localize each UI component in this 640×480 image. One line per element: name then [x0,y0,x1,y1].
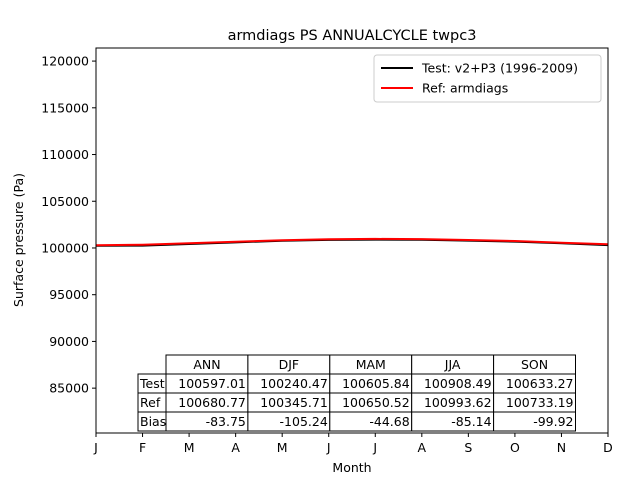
x-tick-label: J [93,440,98,455]
y-axis-label: Surface pressure (Pa) [11,173,26,307]
series-line-ref [96,237,608,247]
table-cell-value: -83.75 [206,414,246,429]
table-header-label: JJA [444,357,461,372]
x-tick-label: J [372,440,377,455]
series-layer [96,237,608,247]
y-tick-label: 115000 [41,100,89,115]
legend: Test: v2+P3 (1996-2009) Ref: armdiags [373,54,602,103]
table-cell-value: 100650.52 [342,395,410,410]
table-cell-value: 100345.71 [260,395,328,410]
chart-title: armdiags PS ANNUALCYCLE twpc3 [228,28,477,44]
y-tick-label: 105000 [41,194,89,209]
table-row-label: Bias [140,414,166,429]
x-tick-label: J [326,440,331,455]
table-header-label: DJF [279,357,300,372]
series-line-test [96,238,608,247]
legend-label: Test: v2+P3 (1996-2009) [421,61,578,76]
y-tick-label: 100000 [41,240,89,255]
x-axis-label: Month [332,460,371,475]
x-tick-label: N [557,440,566,455]
table-cell-value: -44.68 [369,414,409,429]
y-tick-label: 90000 [49,334,89,349]
x-tick-label: A [231,440,240,455]
table-header-label: SON [521,357,548,372]
table-cell-value: 100733.19 [506,395,574,410]
x-tick-label: M [277,440,288,455]
table-row-label: Ref [140,395,161,410]
y-axis: 85000 90000 95000 100000 105000 110000 115000 1… [41,54,96,396]
table-cell-value: 100908.49 [424,376,492,391]
plot-frame [95,47,609,434]
table-row-label: Test [139,376,165,391]
table-cell-value: 100993.62 [424,395,492,410]
table-cell-value: -105.24 [280,414,328,429]
x-tick-label: D [603,440,613,455]
table-cell-value: 100605.84 [342,376,410,391]
table-cell-value: 100680.77 [178,395,246,410]
table-header-label: ANN [193,357,220,372]
x-tick-label: M [184,440,195,455]
table-header-label: MAM [356,357,386,372]
y-tick-label: 95000 [49,287,89,302]
y-tick-label: 110000 [41,147,89,162]
x-tick-label: O [510,440,520,455]
table-cell-value: 100597.01 [178,376,246,391]
table-cell-value: 100633.27 [506,376,574,391]
legend-label: Ref: armdiags [422,81,508,96]
table-cell [493,411,577,432]
table-cell-value: -99.92 [533,414,573,429]
legend-box [373,54,602,103]
stats-table: ANN DJF MAM JJA SON Test 100597.01 100240.47 100… [137,354,577,432]
y-tick-label: 85000 [49,381,89,396]
x-tick-label: S [464,440,472,455]
y-tick-label: 120000 [41,54,89,69]
x-tick-label: F [139,440,146,455]
table-cell-value: -85.14 [451,414,491,429]
table-cell-value: 100240.47 [260,376,328,391]
x-tick-label: A [418,440,427,455]
